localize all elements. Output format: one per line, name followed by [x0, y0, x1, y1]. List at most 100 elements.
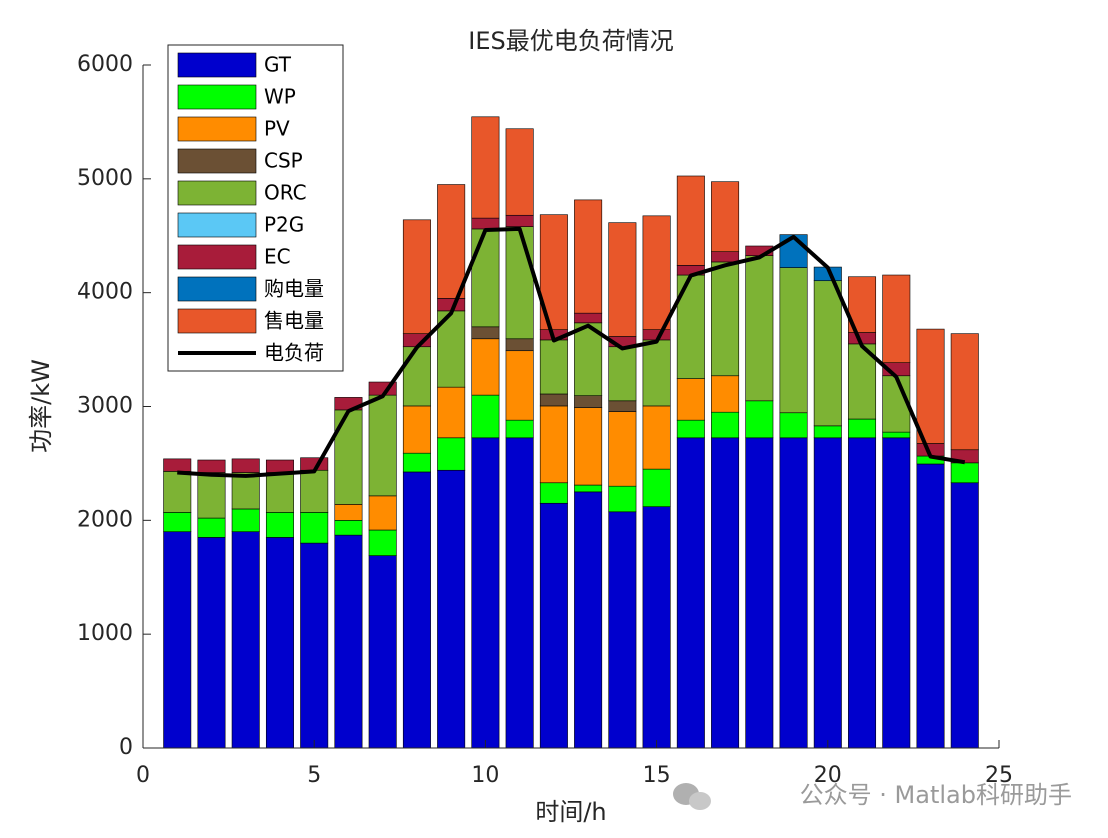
legend-swatch	[177, 180, 257, 206]
legend-swatch	[177, 116, 257, 142]
bar-segment	[437, 386, 466, 439]
legend-swatch	[177, 148, 257, 174]
bar-segment	[676, 175, 705, 266]
bar-segment	[163, 512, 192, 533]
bar-segment	[334, 520, 363, 536]
bar-segment	[300, 542, 329, 749]
bar-segment	[368, 555, 397, 749]
bar-segment	[231, 508, 260, 533]
bar-segment	[745, 400, 774, 439]
bar-segment	[197, 472, 226, 519]
bar-segment	[300, 469, 329, 513]
bar-segment	[505, 338, 534, 352]
bar-segment	[368, 394, 397, 497]
chart-title: IES最优电负荷情况	[468, 27, 673, 55]
legend-label: WP	[264, 85, 296, 109]
bar-segment	[505, 214, 534, 227]
bar-segment	[642, 215, 671, 330]
bar-segment	[574, 322, 603, 396]
bar-segment	[539, 482, 568, 504]
x-tick-label: 15	[643, 763, 671, 788]
bar-segment	[608, 222, 637, 337]
bar-segment	[745, 255, 774, 402]
y-tick-label: 5000	[77, 166, 133, 191]
bar-segment	[608, 511, 637, 749]
bar-segment	[813, 437, 842, 749]
legend-label: EC	[264, 245, 291, 269]
bar-segment	[711, 437, 740, 749]
y-tick-label: 6000	[77, 52, 133, 77]
bar-segment	[642, 339, 671, 407]
x-axis-label: 时间/h	[535, 798, 606, 826]
legend-label: 售电量	[264, 309, 324, 333]
bar-segment	[608, 485, 637, 513]
bar-segment	[676, 378, 705, 421]
bar-segment	[402, 405, 431, 454]
bar-segment	[471, 326, 500, 340]
x-tick-label: 25	[985, 763, 1013, 788]
bar-segment	[505, 226, 534, 340]
bar-segment	[437, 469, 466, 749]
bar-segment	[539, 502, 568, 749]
bar-segment	[505, 437, 534, 749]
bar-segment	[676, 437, 705, 749]
load-line	[177, 226, 966, 478]
bar-segment	[437, 184, 466, 299]
bar-segment	[608, 411, 637, 487]
bar-segment	[711, 181, 740, 252]
bar-segment	[539, 405, 568, 484]
bar-segment	[300, 512, 329, 544]
bar-segment	[265, 472, 294, 513]
bar-segment	[197, 537, 226, 749]
bar-segment	[231, 472, 260, 510]
x-tick-label: 5	[307, 763, 321, 788]
bar-segment	[813, 280, 842, 427]
bar-segment	[402, 452, 431, 473]
bar-segment	[711, 251, 740, 263]
watermark-icon	[689, 792, 711, 810]
bar-segment	[711, 375, 740, 413]
y-axis-label: 功率/kW	[27, 359, 55, 453]
legend-label: 购电量	[264, 277, 324, 301]
bar-segment	[848, 437, 877, 749]
y-tick-label: 4000	[77, 280, 133, 305]
bar-segment	[471, 116, 500, 219]
bar-segment	[402, 471, 431, 749]
legend-label: GT	[264, 53, 292, 77]
legend-swatch	[177, 308, 257, 334]
bar-segment	[368, 495, 397, 531]
bar-segment	[642, 468, 671, 507]
bar-segment	[676, 419, 705, 439]
bar-segment	[608, 346, 637, 402]
bar-segment	[505, 419, 534, 439]
bar-segment	[505, 128, 534, 216]
bar-segment	[574, 312, 603, 324]
bar-segment	[950, 482, 979, 749]
legend-swatch	[177, 212, 257, 238]
x-tick-label: 10	[471, 763, 499, 788]
legend-label: PV	[264, 117, 290, 141]
legend-label: 电负荷	[264, 341, 324, 365]
bar-segment	[916, 328, 945, 444]
bar-segment	[642, 506, 671, 749]
bar-segment	[848, 418, 877, 439]
bar-segment	[231, 458, 260, 473]
bar-segment	[265, 537, 294, 749]
bar-segment	[711, 261, 740, 377]
bar-segment	[950, 462, 979, 484]
bar-segment	[402, 219, 431, 334]
bar-segment	[779, 267, 808, 414]
bar-segment	[574, 199, 603, 314]
bar-segment	[882, 437, 911, 749]
bar-segment	[163, 458, 192, 472]
bar-segment	[197, 517, 226, 538]
bar-segment	[437, 437, 466, 471]
bar-segment	[334, 504, 363, 521]
bar-segment	[642, 405, 671, 470]
bar-segment	[471, 228, 500, 328]
bar-segment	[368, 529, 397, 556]
bar-segment	[163, 471, 192, 513]
bar-segment	[882, 431, 911, 439]
bar-segment	[745, 437, 774, 749]
